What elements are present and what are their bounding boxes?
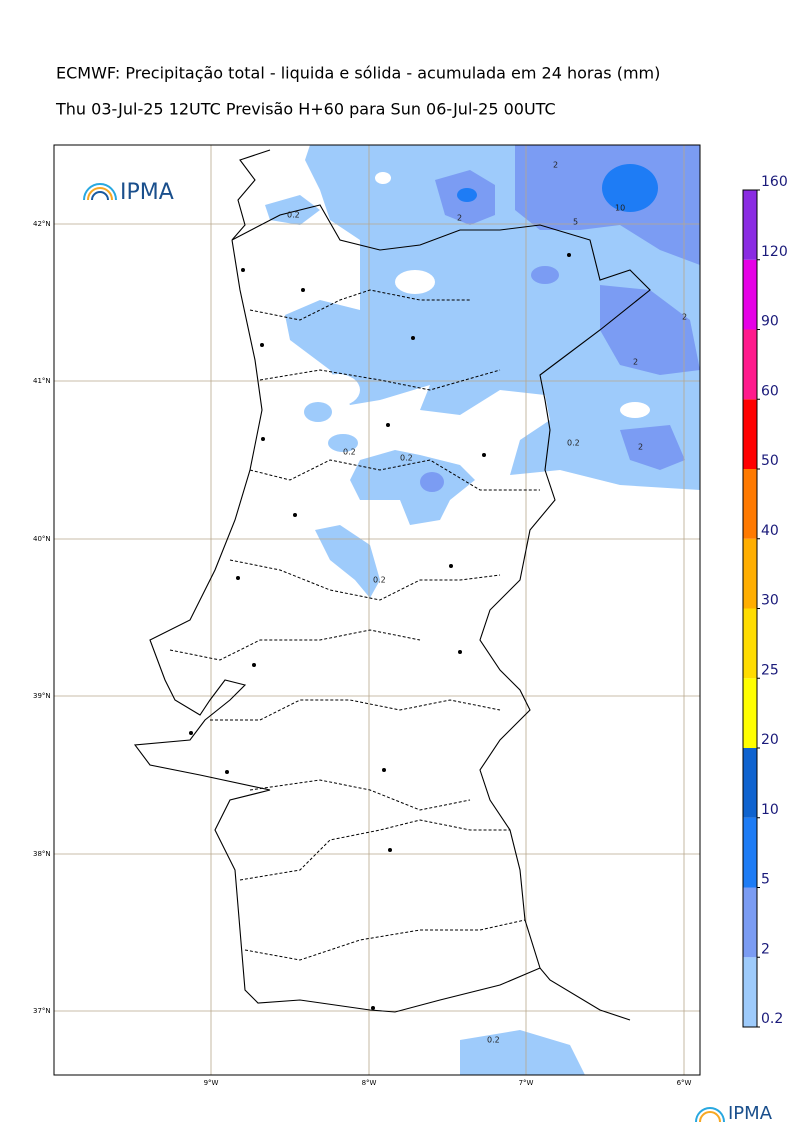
colorbar-segment	[743, 469, 757, 539]
contour-label: 0.2	[373, 576, 386, 585]
subtitle: Thu 03-Jul-25 12UTC Previsão H+60 para S…	[55, 100, 556, 119]
lat-label: 38°N	[33, 850, 51, 858]
coastline	[133, 149, 631, 1021]
colorbar-label: 25	[761, 662, 779, 678]
contour-label: 0.2	[487, 1036, 500, 1045]
district-borders	[169, 289, 540, 961]
colorbar-segment	[743, 678, 757, 748]
grid	[54, 145, 700, 1075]
colorbar-label: 160	[761, 174, 788, 190]
map-area: 0.2 0.2 0.2 0.2 0.2 0.2 2 2 2 2 2 5 10 I…	[54, 145, 700, 1075]
contour-label: 2	[633, 358, 638, 367]
lat-labels: 42°N 41°N 40°N 39°N 38°N 37°N	[33, 220, 51, 1015]
contour-label: 5	[573, 218, 578, 227]
contour-label: 2	[457, 214, 462, 223]
footer-logo: IPMA	[695, 1103, 773, 1124]
frame	[53, 144, 701, 1076]
lat-label: 42°N	[33, 220, 51, 228]
contour-label: 0.2	[287, 211, 300, 220]
contour-labels: 0.2 0.2 0.2 0.2 0.2 0.2 2 2 2 2 2 5 10	[287, 161, 687, 1045]
colorbar-segment	[743, 608, 757, 679]
lat-label: 41°N	[33, 377, 51, 385]
logo: IPMA	[83, 180, 174, 205]
border	[231, 204, 651, 969]
colorbar-segment	[743, 399, 757, 469]
colorbar-label: 40	[761, 523, 779, 539]
logo-text: IPMA	[120, 180, 174, 205]
colorbar-label: 20	[761, 732, 779, 748]
colorbar-label: 120	[761, 244, 788, 260]
contour-label: 0.2	[567, 439, 580, 448]
colorbar-segment	[743, 957, 757, 1027]
colorbar-segment	[743, 538, 757, 609]
colorbar-label: 10	[761, 802, 779, 818]
contour-label: 10	[615, 204, 625, 213]
colorbar-label: 50	[761, 453, 779, 469]
colorbar-segment	[743, 190, 757, 260]
precip-heavy	[457, 164, 658, 212]
lat-label: 40°N	[33, 535, 51, 543]
lon-label: 6°W	[677, 1079, 692, 1087]
lon-label: 8°W	[362, 1079, 377, 1087]
lat-label: 37°N	[33, 1007, 51, 1015]
contour-label: 2	[553, 161, 558, 170]
contour-label: 0.2	[400, 454, 413, 463]
contour-label: 0.2	[343, 448, 356, 457]
precip-light	[265, 145, 700, 1075]
lon-labels: 9°W 8°W 7°W 6°W	[204, 1079, 692, 1087]
colorbar-segment	[743, 748, 757, 818]
lon-label: 7°W	[519, 1079, 534, 1087]
colorbar-label: 0.2	[761, 1011, 783, 1027]
colorbar-label: 60	[761, 383, 779, 399]
contour-label: 2	[638, 443, 643, 452]
contour-label: 2	[682, 313, 687, 322]
lat-label: 39°N	[33, 692, 51, 700]
cities	[189, 253, 571, 1010]
precip-holes	[316, 172, 650, 418]
colorbar-segment	[743, 259, 757, 330]
title: ECMWF: Precipitação total - liquida e só…	[56, 64, 660, 83]
colorbar-label: 5	[761, 872, 770, 888]
colorbar-segment	[743, 329, 757, 400]
lon-label: 9°W	[204, 1079, 219, 1087]
colorbar-label: 30	[761, 593, 779, 609]
colorbar-segment	[743, 817, 757, 888]
colorbar-segment	[743, 887, 757, 958]
footer-logo-text: IPMA	[728, 1103, 773, 1124]
colorbar-label: 2	[761, 941, 770, 957]
colorbar-label: 90	[761, 314, 779, 330]
